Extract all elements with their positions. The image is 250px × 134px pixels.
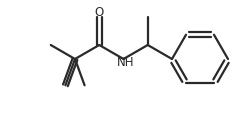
Text: NH: NH xyxy=(117,55,134,68)
Text: O: O xyxy=(95,7,104,20)
